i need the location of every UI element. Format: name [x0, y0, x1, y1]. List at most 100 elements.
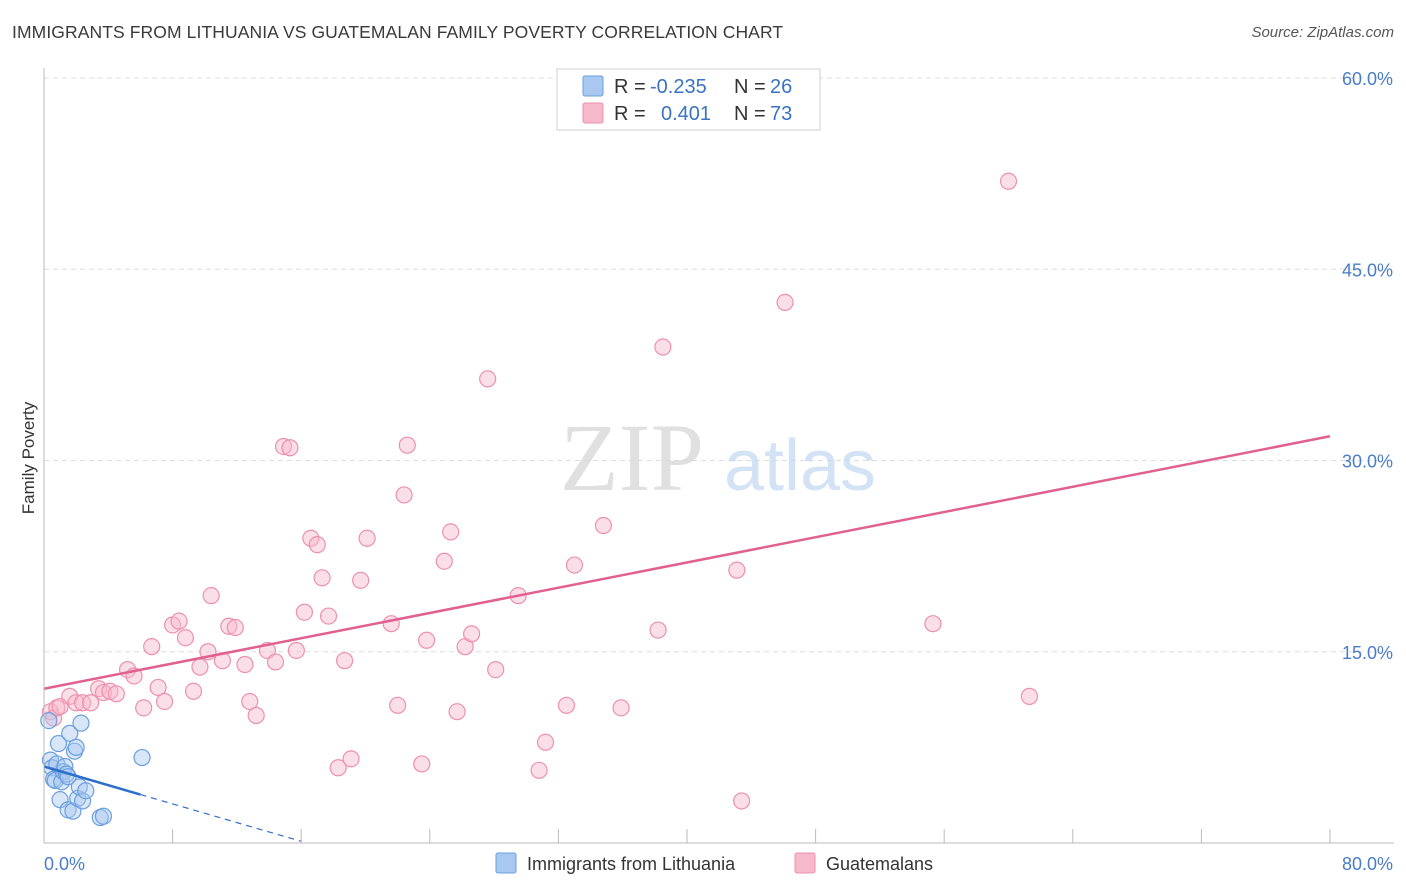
data-point: [530, 761, 548, 779]
watermark-zip: ZIP: [560, 404, 704, 511]
data-point: [389, 696, 407, 714]
data-point: [649, 621, 667, 639]
source-label: Source: ZipAtlas.com: [1251, 24, 1394, 41]
data-point: [336, 652, 354, 670]
legend-swatch-lithuania: [582, 75, 604, 97]
data-point: [287, 641, 305, 660]
chart-title: IMMIGRANTS FROM LITHUANIA VS GUATEMALAN …: [12, 22, 784, 42]
data-point: [133, 748, 151, 767]
axis-layer: 15.0% 30.0% 45.0% 60.0% 0.0% 80.0%: [43, 68, 1394, 874]
data-point: [241, 692, 259, 711]
trend-line-extension: [140, 793, 302, 842]
data-point: [329, 759, 347, 777]
data-point: [247, 706, 265, 725]
data-point: [462, 625, 481, 643]
data-point: [319, 607, 338, 625]
data-point: [565, 556, 584, 574]
y-axis-label: Family Poverty: [19, 401, 38, 514]
data-point: [479, 370, 497, 388]
data-point: [40, 711, 58, 730]
data-point: [924, 615, 942, 633]
data-point: [417, 631, 436, 649]
data-point: [302, 529, 320, 547]
legend-r-label-guatemalans: R =: [614, 103, 646, 125]
data-point: [176, 629, 195, 647]
data-point: [143, 638, 161, 656]
data-point: [776, 293, 794, 311]
bottom-legend-label-guatemalans: Guatemalans: [826, 854, 933, 874]
legend-n-label-guatemalans: N =: [734, 103, 766, 125]
bottom-legend-swatch-guatemalans: [794, 852, 816, 874]
trend-layer: [43, 435, 1331, 842]
data-point: [67, 738, 85, 756]
data-point: [654, 338, 672, 356]
data-point: [612, 699, 630, 717]
data-point: [49, 734, 68, 753]
y-tick-label: 30.0%: [1342, 452, 1393, 472]
watermark: ZIP atlas: [560, 404, 876, 511]
legend-r-value-guatemalans: 0.401: [661, 103, 711, 125]
data-point: [220, 617, 238, 635]
data-point: [1020, 687, 1038, 705]
trend-line: [43, 435, 1331, 690]
legend-n-label-lithuania: N =: [734, 76, 766, 98]
legend-swatch-guatemalans: [582, 102, 604, 124]
data-point: [557, 696, 576, 714]
data-point: [266, 653, 285, 671]
legend-n-value-guatemalans: 73: [770, 103, 792, 125]
data-point: [135, 699, 153, 717]
data-point: [536, 733, 555, 751]
points-layer: [40, 172, 1038, 827]
y-tick-label: 45.0%: [1342, 260, 1393, 280]
legend-top: R = -0.235 N = 26 R = 0.401 N = 73: [556, 68, 821, 131]
data-point: [94, 683, 113, 702]
legend-n-value-lithuania: 26: [770, 76, 792, 98]
data-point: [149, 678, 167, 697]
data-point: [395, 486, 413, 504]
data-point: [107, 685, 125, 703]
data-point: [72, 714, 90, 732]
data-point: [313, 569, 331, 587]
data-point: [413, 755, 431, 773]
data-point: [202, 587, 220, 605]
data-point: [999, 172, 1018, 190]
data-point: [155, 692, 174, 711]
watermark-atlas: atlas: [724, 426, 876, 506]
data-point: [358, 529, 376, 547]
data-point: [728, 561, 746, 579]
x-tick-label: 80.0%: [1342, 854, 1393, 874]
data-point: [487, 660, 505, 679]
data-point: [73, 792, 92, 810]
data-point: [398, 436, 416, 454]
data-point: [226, 618, 244, 637]
data-point: [67, 694, 85, 712]
y-tick-label: 15.0%: [1342, 643, 1393, 663]
legend-r-label-lithuania: R =: [614, 76, 646, 98]
data-point: [82, 694, 100, 712]
data-point: [191, 658, 209, 676]
data-point: [442, 523, 460, 541]
data-point: [281, 439, 299, 457]
data-point: [274, 437, 293, 456]
y-tick-label: 60.0%: [1342, 69, 1393, 89]
data-point: [448, 703, 466, 721]
data-point: [170, 612, 188, 630]
data-point: [352, 571, 370, 589]
data-point: [77, 782, 95, 800]
data-point: [184, 682, 203, 700]
data-point: [94, 807, 113, 825]
data-point: [382, 615, 400, 633]
data-point: [733, 792, 751, 810]
grid-layer: [44, 77, 1394, 653]
trend-line: [43, 765, 141, 796]
data-point: [594, 516, 613, 535]
legend-bottom: Immigrants from Lithuania Guatemalans: [495, 852, 933, 874]
x-tick-label: 0.0%: [44, 854, 85, 874]
data-point: [308, 536, 326, 554]
bottom-legend-swatch-lithuania: [495, 852, 517, 874]
data-point: [435, 552, 453, 570]
bottom-legend-label-lithuania: Immigrants from Lithuania: [527, 854, 736, 874]
legend-r-value-lithuania: -0.235: [650, 76, 707, 98]
data-point: [61, 724, 79, 742]
